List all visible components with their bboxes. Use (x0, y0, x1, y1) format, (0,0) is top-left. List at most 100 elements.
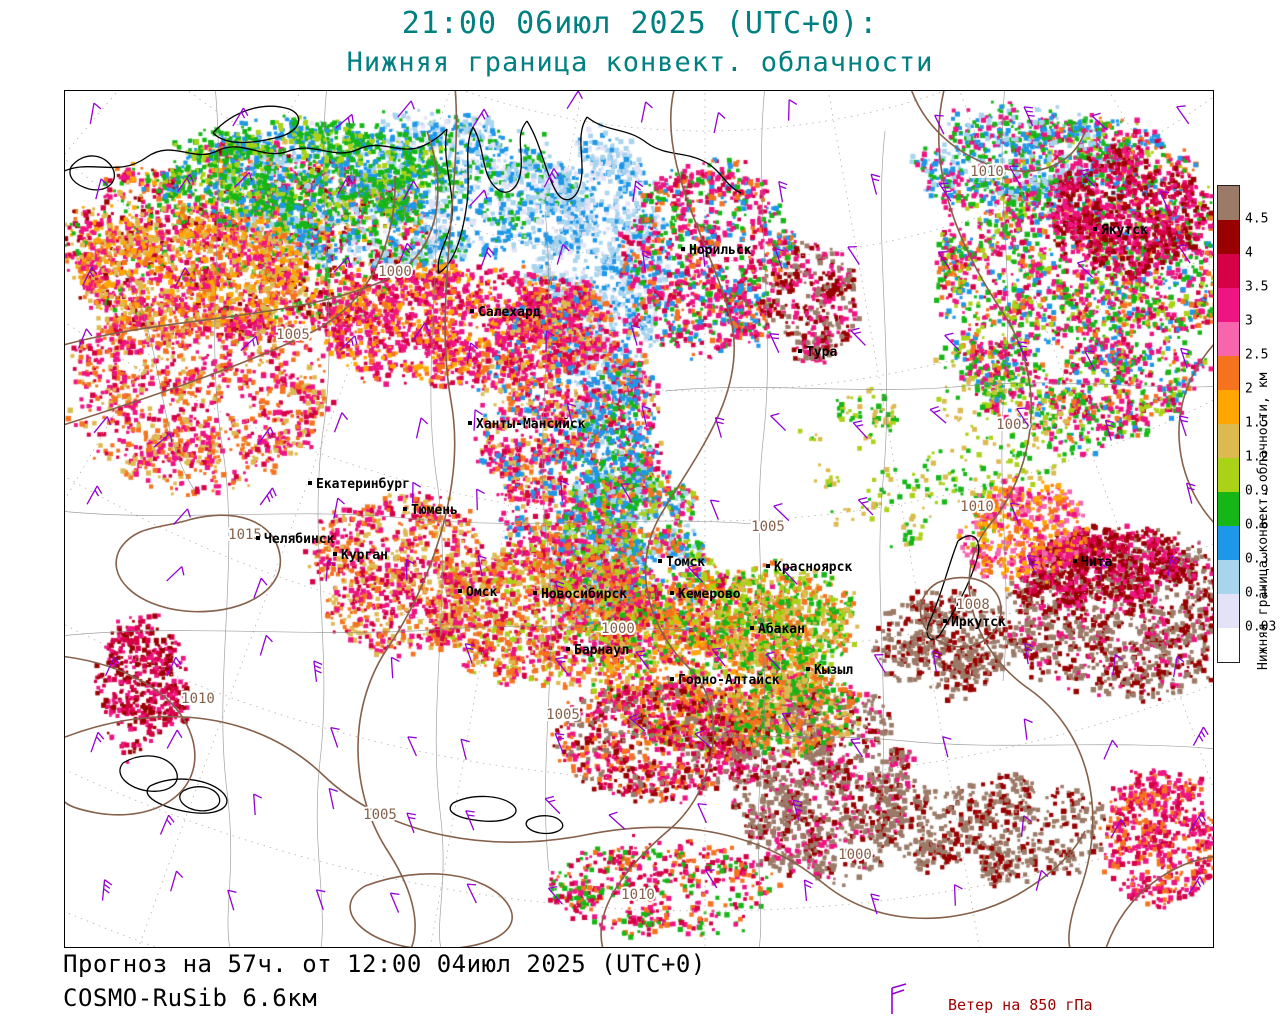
wind-barb (1180, 347, 1190, 369)
wind-barb (628, 713, 646, 732)
graticule-meridian (138, 91, 451, 947)
wind-barb (82, 266, 98, 287)
legend-segment (1218, 594, 1239, 628)
legend-segment (1218, 254, 1239, 288)
wind-barb (547, 885, 563, 905)
wind-barb (630, 324, 641, 346)
wind-barb (929, 405, 947, 424)
graticule-meridian (1108, 91, 1213, 272)
legend-segment (1218, 322, 1239, 356)
wind-barb (787, 99, 798, 121)
city-label: Ханты-Мансийск (476, 417, 586, 432)
map-overlay: 1000 1005 1015 1005 1000 1010 1005 1005 1000 1010… (65, 91, 1213, 947)
wind-barb (641, 405, 651, 427)
pressure-contour (357, 91, 458, 947)
pressure-contour (349, 873, 513, 947)
graticule-meridian (828, 91, 980, 947)
wind-barb (412, 322, 430, 341)
city-label: Курган (341, 548, 388, 563)
wind-barb (687, 564, 704, 583)
coastline (449, 795, 517, 822)
wind-barb (934, 114, 945, 135)
wind-barb (480, 247, 495, 268)
wind-barb (1112, 653, 1123, 676)
wind-barb (782, 566, 798, 585)
city-label: Красноярск (774, 560, 852, 575)
wind-barb (407, 736, 418, 757)
pressure-contour-label: 1005 (996, 417, 1030, 433)
city-marker: Тюмень (403, 503, 458, 518)
city-label: Тюмень (411, 503, 458, 518)
pressure-contour (65, 175, 396, 426)
pressure-contour (600, 91, 735, 947)
wind-barb (803, 879, 813, 901)
wind-barb (175, 267, 191, 287)
wind-barb (335, 113, 355, 129)
wind-barb (850, 327, 866, 346)
graticule-meridian (959, 91, 1213, 788)
forecast-caption: Прогноз на 57ч. от 12:00 04июл 2025 (UTC… (63, 950, 706, 978)
wind-barb (554, 656, 570, 676)
legend-tick: 2 (1245, 381, 1253, 397)
region-border-line (1001, 91, 1009, 682)
wind-barb (554, 580, 565, 602)
pressure-contour (911, 91, 1086, 172)
pressure-contour (65, 715, 1086, 920)
wind-barb (473, 409, 483, 431)
wind-barb (932, 650, 942, 672)
wind-barb (1008, 165, 1021, 185)
city-marker: Норильск (681, 243, 752, 258)
legend-tick: 3.5 (1245, 279, 1269, 295)
graticule-arc (65, 475, 1213, 652)
graticule-meridian (65, 91, 207, 548)
wind-barb (847, 245, 860, 266)
wind-barb (390, 656, 400, 679)
city-label: Томск (666, 555, 705, 570)
city-marker: Красноярск (766, 560, 852, 575)
wind-barb (1026, 554, 1039, 575)
pressure-contour-label: 1005 (546, 707, 580, 723)
legend-tick: 0.6 (1245, 517, 1269, 533)
graticule-arc (65, 768, 1213, 911)
coastline (586, 116, 742, 194)
wind-barb (697, 803, 707, 824)
wind-barb (415, 417, 429, 439)
city-marker: Ханты-Мансийск (468, 417, 586, 432)
city-label: Кемерово (678, 587, 741, 602)
region-border-line (664, 382, 1213, 392)
city-marker: Кызыл (806, 663, 853, 678)
region-border-line (65, 511, 776, 527)
wind-barb (852, 420, 868, 439)
legend-tick: 0.9 (1245, 483, 1269, 499)
wind-barb (544, 795, 561, 815)
wind-barb (325, 559, 336, 582)
wind-barb (709, 499, 720, 520)
coastline (146, 778, 228, 814)
wind-barb (773, 503, 790, 522)
wind-barb (257, 426, 275, 445)
wind-barb (770, 412, 787, 432)
wind-barb (1104, 419, 1115, 441)
pressure-contour-label: 1015 (228, 527, 262, 543)
pressure-contour-label: 1005 (751, 519, 785, 535)
city-marker: Якутск (1093, 223, 1148, 238)
coastline (119, 755, 178, 792)
wind-barb (937, 251, 951, 271)
wind-barb (713, 112, 726, 134)
wind-barb (1084, 350, 1096, 371)
legend-tick: 0.1 (1245, 585, 1269, 601)
wind-barb (1017, 341, 1028, 362)
pressure-contour-label: 1008 (956, 597, 990, 613)
wind-barb (1103, 739, 1119, 760)
pressure-contour-label: 1010 (960, 499, 994, 515)
city-label: Салехард (478, 305, 541, 320)
wind-barb (469, 189, 488, 207)
wind-barb (170, 870, 184, 892)
city-marker: Чита (1073, 555, 1112, 570)
graticule-meridian (1203, 91, 1213, 548)
city-marker: Иркутск (943, 615, 1006, 630)
wind-barb (389, 892, 400, 913)
city-marker: Кемерово (670, 587, 741, 602)
city-label: Норильск (689, 243, 752, 258)
city-marker: Барнаул (566, 643, 629, 658)
